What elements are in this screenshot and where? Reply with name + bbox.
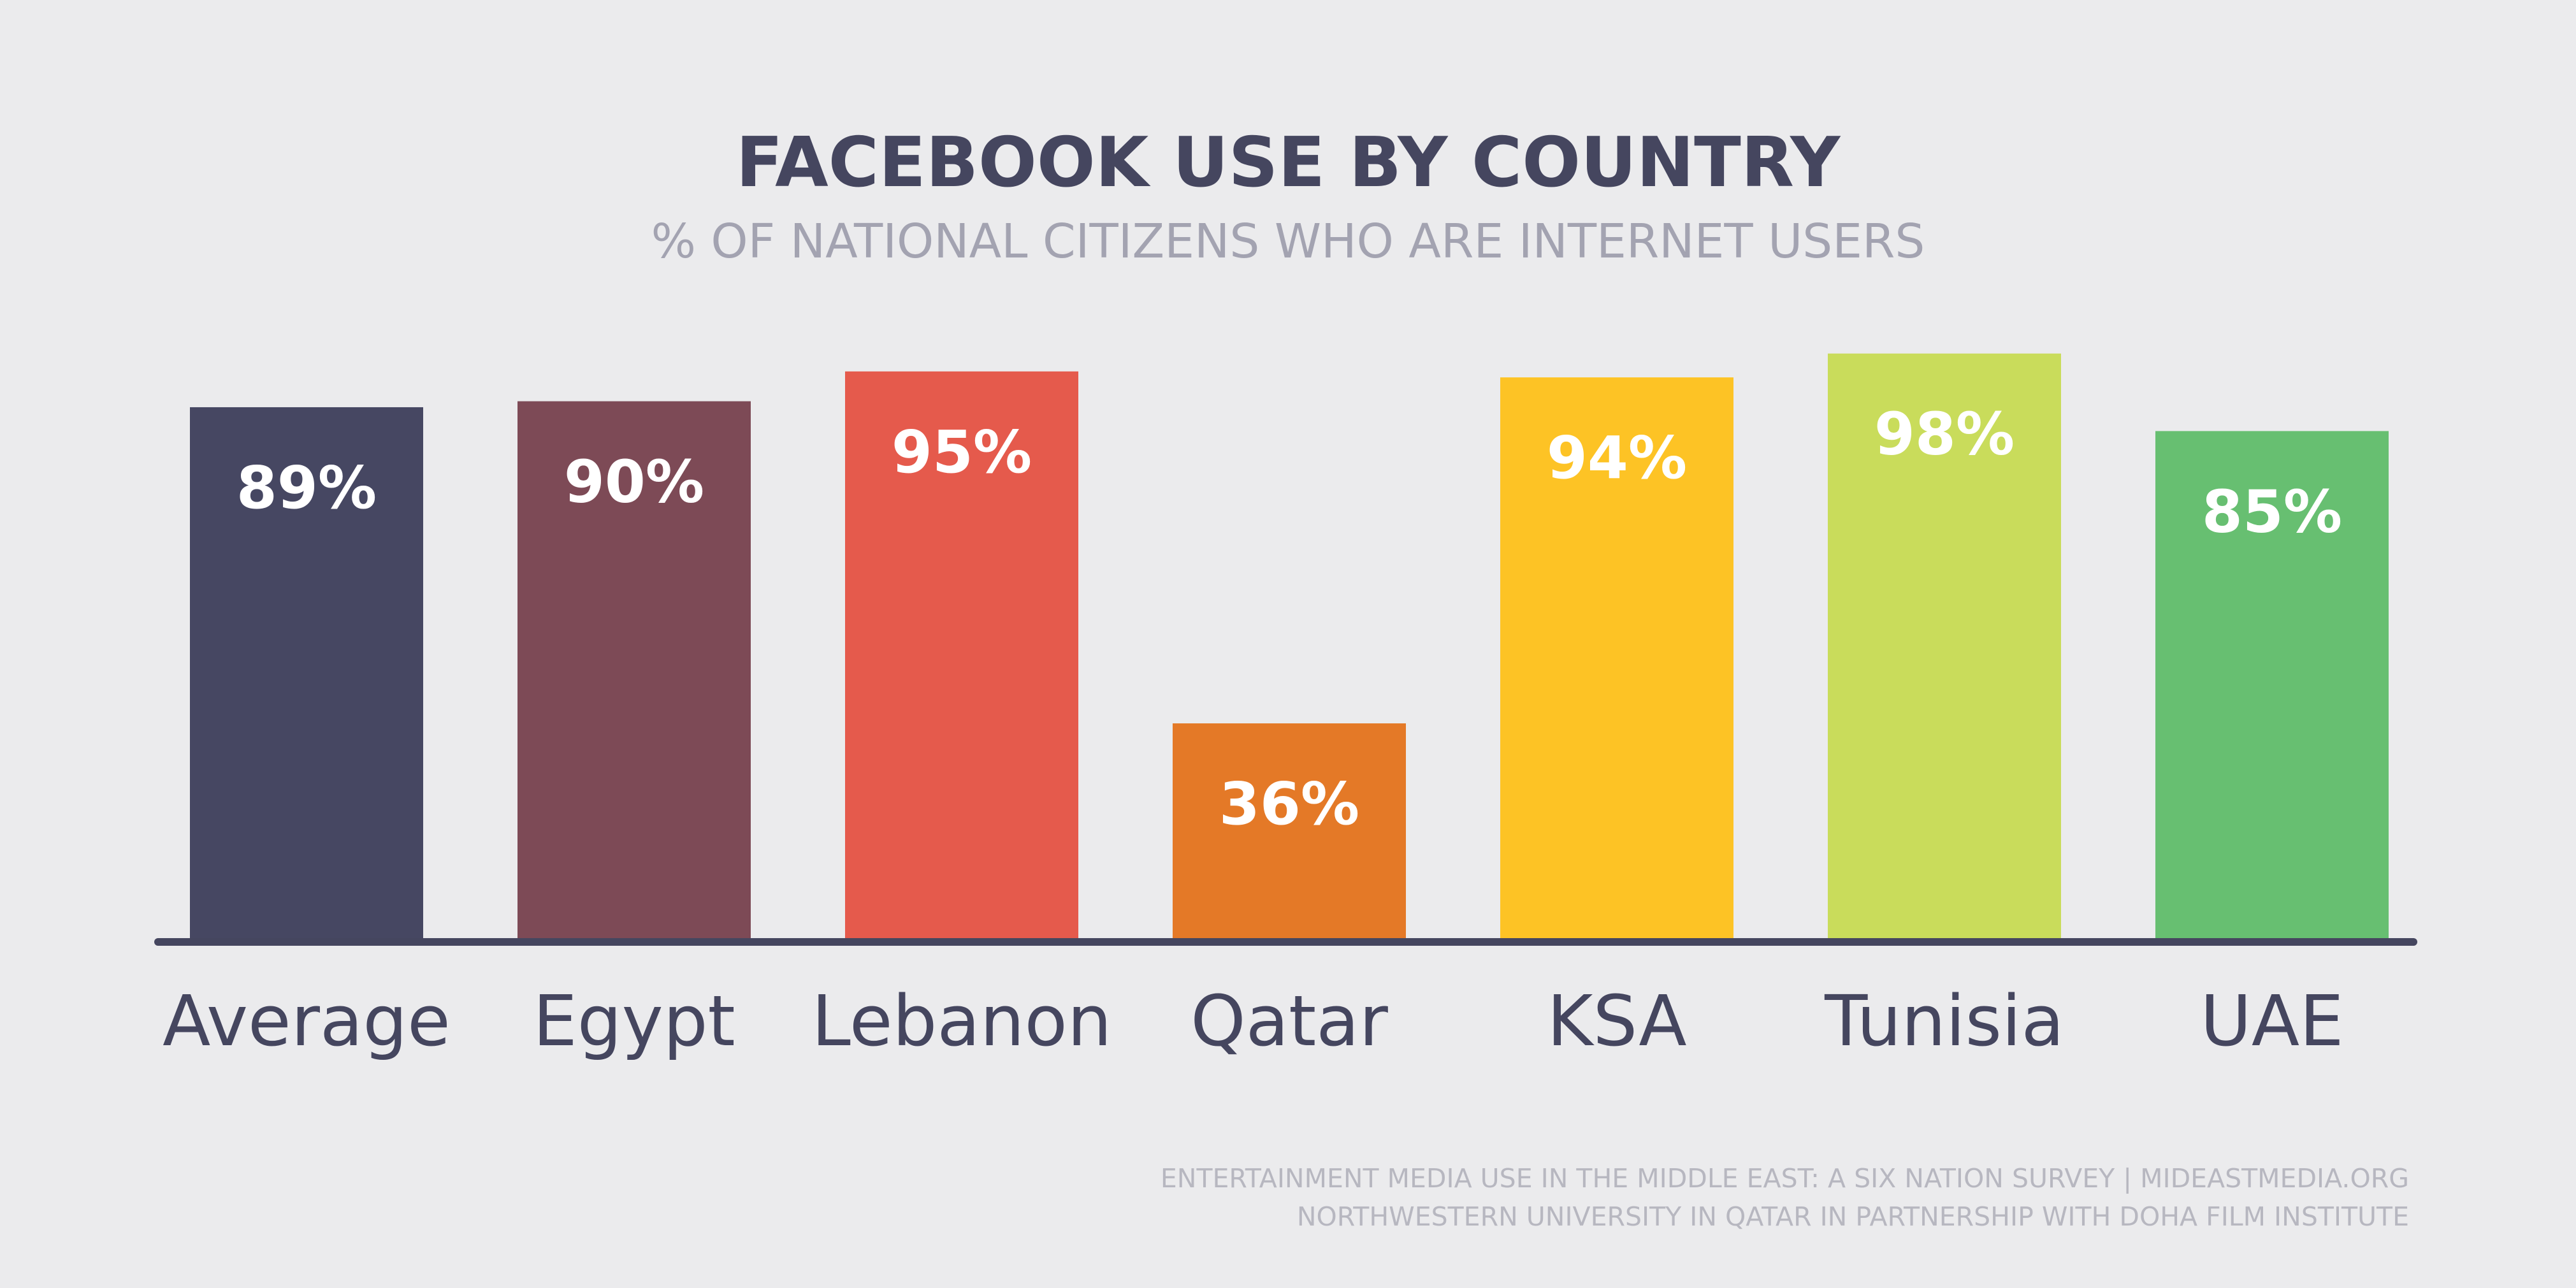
- bar-ksa: [1500, 377, 1733, 938]
- bar-qatar: [1173, 723, 1406, 938]
- source-line-1: ENTERTAINMENT MEDIA USE IN THE MIDDLE EA…: [1161, 1163, 2409, 1194]
- bar-egypt: [517, 401, 751, 938]
- category-labels: Average Egypt Lebanon Qatar KSA Tunisia UAE: [163, 980, 2343, 1062]
- bar-value-label: 98%: [1874, 400, 2015, 468]
- category-label: Tunisia: [1824, 980, 2064, 1062]
- bar-value-label: 89%: [236, 454, 377, 522]
- bar-value-label: 36%: [1219, 770, 1359, 838]
- bar-value-label: 94%: [1547, 424, 1687, 492]
- bar-lebanon: [845, 371, 1078, 938]
- source-line-2: NORTHWESTERN UNIVERSITY IN QATAR IN PART…: [1297, 1201, 2409, 1232]
- category-label: UAE: [2200, 980, 2343, 1062]
- bar-value-label: 85%: [2202, 477, 2342, 546]
- bar-value-label: 95%: [892, 418, 1032, 486]
- bar-value-label: 90%: [564, 448, 704, 516]
- category-label: Egypt: [533, 980, 735, 1062]
- category-label: Average: [163, 980, 451, 1062]
- category-label: Qatar: [1190, 980, 1389, 1062]
- bar-average: [190, 407, 423, 938]
- bars-group: 89% 90% 95% 36% 94% 98% 85%: [190, 353, 2389, 938]
- bar-tunisia: [1828, 353, 2061, 938]
- category-label: Lebanon: [812, 980, 1112, 1062]
- bar-uae: [2155, 431, 2389, 938]
- category-label: KSA: [1547, 980, 1686, 1062]
- chart-subtitle: % OF NATIONAL CITIZENS WHO ARE INTERNET …: [651, 214, 1925, 269]
- chart-title: FACEBOOK USE BY COUNTRY: [736, 123, 1841, 203]
